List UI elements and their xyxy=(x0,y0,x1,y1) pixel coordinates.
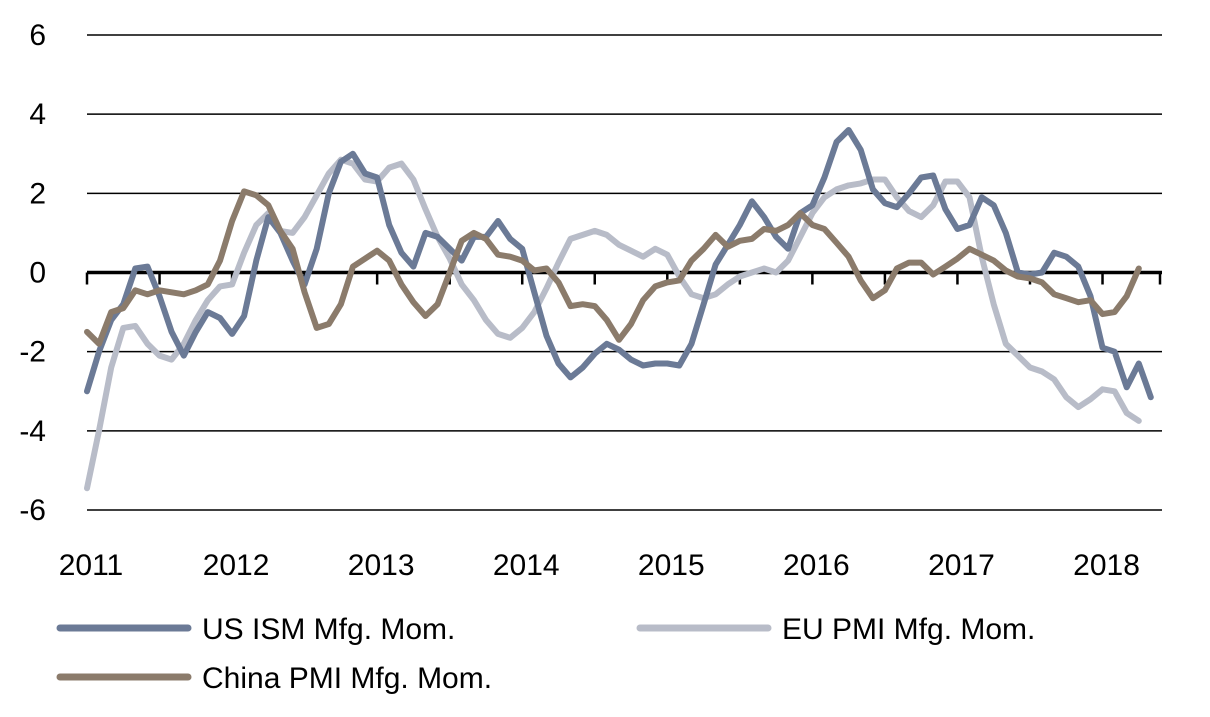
x-tick-label: 2014 xyxy=(493,549,560,582)
x-tick-label: 2017 xyxy=(928,549,995,582)
legend-label: US ISM Mfg. Mom. xyxy=(202,613,455,646)
legend: US ISM Mfg. Mom. EU PMI Mfg. Mom. China PM… xyxy=(56,613,1035,695)
x-tick-label: 2018 xyxy=(1073,549,1140,582)
y-tick-label: 2 xyxy=(29,177,46,210)
y-tick-label: -2 xyxy=(19,336,46,369)
x-tick-label: 2015 xyxy=(638,549,705,582)
x-tick-label: 2011 xyxy=(59,549,124,582)
legend-label: China PMI Mfg. Mom. xyxy=(202,662,492,695)
x-tick-label: 2016 xyxy=(783,549,850,582)
x-tick-label: 2012 xyxy=(203,549,270,582)
y-tick-label: 6 xyxy=(29,19,46,52)
y-tick-label: 4 xyxy=(29,98,46,131)
series-line-2 xyxy=(84,188,1142,347)
series-line-1 xyxy=(84,156,1142,492)
series-layer xyxy=(84,127,1154,492)
legend-label: EU PMI Mfg. Mom. xyxy=(782,613,1035,646)
y-tick-label: 0 xyxy=(29,257,46,290)
series-line-0 xyxy=(84,127,1154,401)
label-layer: 6 4 2 0 -2 -4 -6 2011 2012 2013 2014 2015 2016 2017 20… xyxy=(19,19,1140,582)
axis-layer xyxy=(85,270,1162,285)
x-tick-label: 2013 xyxy=(348,549,415,582)
y-tick-label: -4 xyxy=(19,415,46,448)
grid-layer xyxy=(87,34,1162,511)
y-tick-label: -6 xyxy=(19,494,46,527)
